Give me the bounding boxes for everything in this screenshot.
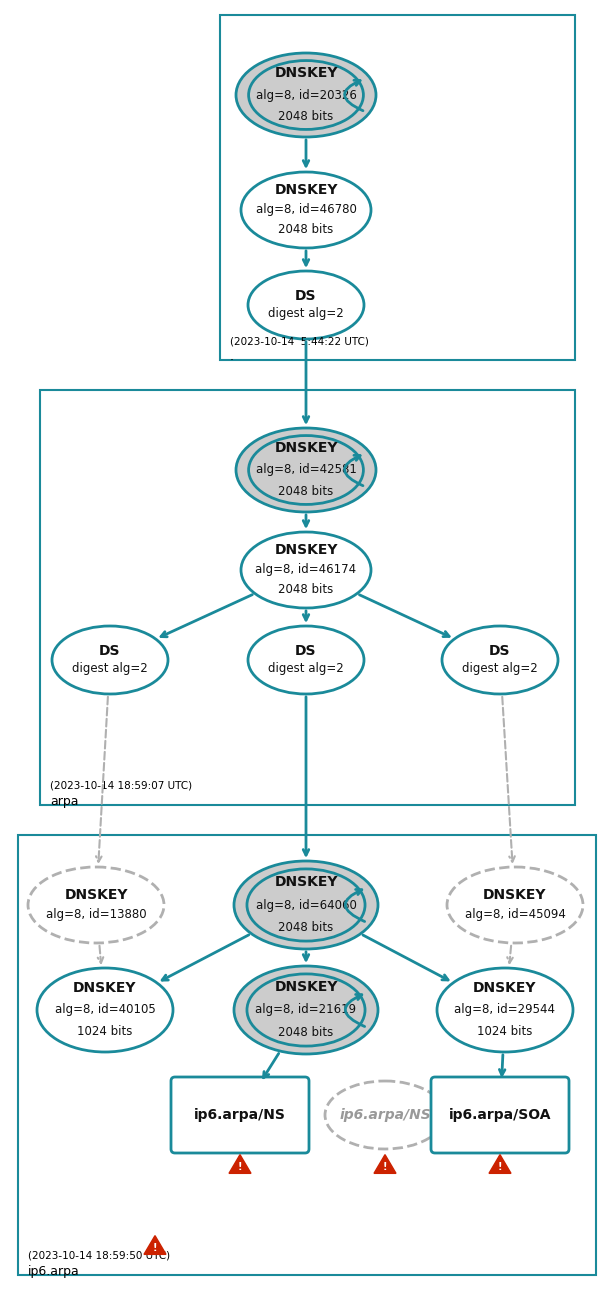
Text: ip6.arpa/NS: ip6.arpa/NS <box>194 1109 286 1121</box>
Text: DS: DS <box>99 645 121 658</box>
Text: alg=8, id=42581: alg=8, id=42581 <box>256 464 356 477</box>
Text: !: ! <box>498 1162 502 1172</box>
Bar <box>40 390 575 805</box>
Text: (2023-10-14 18:59:07 UTC): (2023-10-14 18:59:07 UTC) <box>50 780 192 791</box>
Text: alg=8, id=20326: alg=8, id=20326 <box>256 88 356 102</box>
Text: (2023-10-14  5:44:22 UTC): (2023-10-14 5:44:22 UTC) <box>230 336 369 346</box>
Text: ip6.arpa/NS: ip6.arpa/NS <box>339 1109 431 1121</box>
Text: DNSKEY: DNSKEY <box>473 981 537 995</box>
Text: !: ! <box>383 1162 387 1172</box>
Text: alg=8, id=45094: alg=8, id=45094 <box>465 908 565 921</box>
Text: DS: DS <box>489 645 511 658</box>
Ellipse shape <box>234 860 378 950</box>
Polygon shape <box>374 1155 396 1173</box>
Text: alg=8, id=46780: alg=8, id=46780 <box>256 204 356 217</box>
Text: DNSKEY: DNSKEY <box>64 888 128 902</box>
Ellipse shape <box>234 966 378 1054</box>
Text: alg=8, id=29544: alg=8, id=29544 <box>454 1004 555 1017</box>
FancyBboxPatch shape <box>431 1078 569 1152</box>
Ellipse shape <box>236 428 376 512</box>
Ellipse shape <box>37 968 173 1052</box>
Text: 2048 bits: 2048 bits <box>278 1026 333 1039</box>
Text: DNSKEY: DNSKEY <box>274 183 338 198</box>
Text: alg=8, id=64060: alg=8, id=64060 <box>256 898 356 911</box>
Text: 2048 bits: 2048 bits <box>278 486 333 499</box>
FancyBboxPatch shape <box>171 1078 309 1152</box>
Bar <box>220 16 575 360</box>
Text: DNSKEY: DNSKEY <box>73 981 137 995</box>
Ellipse shape <box>325 1081 445 1149</box>
Text: (2023-10-14 18:59:50 UTC): (2023-10-14 18:59:50 UTC) <box>28 1251 170 1261</box>
Polygon shape <box>229 1155 251 1173</box>
Text: digest alg=2: digest alg=2 <box>268 307 344 320</box>
Text: 2048 bits: 2048 bits <box>278 583 333 597</box>
Text: DNSKEY: DNSKEY <box>483 888 547 902</box>
Text: 1024 bits: 1024 bits <box>478 1026 533 1039</box>
Text: 1024 bits: 1024 bits <box>77 1026 132 1039</box>
Ellipse shape <box>241 532 371 609</box>
Text: arpa: arpa <box>50 795 78 808</box>
Ellipse shape <box>248 271 364 339</box>
Text: alg=8, id=46174: alg=8, id=46174 <box>256 563 357 576</box>
Ellipse shape <box>28 867 164 943</box>
Text: alg=8, id=21619: alg=8, id=21619 <box>256 1004 357 1017</box>
Bar <box>18 835 596 1275</box>
Text: alg=8, id=13880: alg=8, id=13880 <box>46 908 147 921</box>
Text: digest alg=2: digest alg=2 <box>268 663 344 676</box>
Ellipse shape <box>248 627 364 694</box>
Text: digest alg=2: digest alg=2 <box>72 663 148 676</box>
Text: ip6.arpa/SOA: ip6.arpa/SOA <box>449 1109 551 1121</box>
Text: DNSKEY: DNSKEY <box>274 875 338 889</box>
Polygon shape <box>489 1155 511 1173</box>
Ellipse shape <box>236 53 376 137</box>
Text: DNSKEY: DNSKEY <box>274 441 338 455</box>
Ellipse shape <box>447 867 583 943</box>
Text: DS: DS <box>295 645 317 658</box>
Ellipse shape <box>442 627 558 694</box>
Text: alg=8, id=40105: alg=8, id=40105 <box>55 1004 155 1017</box>
Polygon shape <box>144 1235 166 1255</box>
Text: !: ! <box>153 1243 158 1253</box>
Text: 2048 bits: 2048 bits <box>278 224 333 236</box>
Text: DNSKEY: DNSKEY <box>274 66 338 80</box>
Text: !: ! <box>238 1162 242 1172</box>
Ellipse shape <box>241 172 371 248</box>
Text: .: . <box>230 350 234 363</box>
Text: ip6.arpa: ip6.arpa <box>28 1265 80 1278</box>
Text: DNSKEY: DNSKEY <box>274 543 338 557</box>
Ellipse shape <box>52 627 168 694</box>
Text: digest alg=2: digest alg=2 <box>462 663 538 676</box>
Text: 2048 bits: 2048 bits <box>278 921 333 934</box>
Ellipse shape <box>437 968 573 1052</box>
Text: DS: DS <box>295 289 317 304</box>
Text: 2048 bits: 2048 bits <box>278 110 333 123</box>
Text: DNSKEY: DNSKEY <box>274 981 338 994</box>
